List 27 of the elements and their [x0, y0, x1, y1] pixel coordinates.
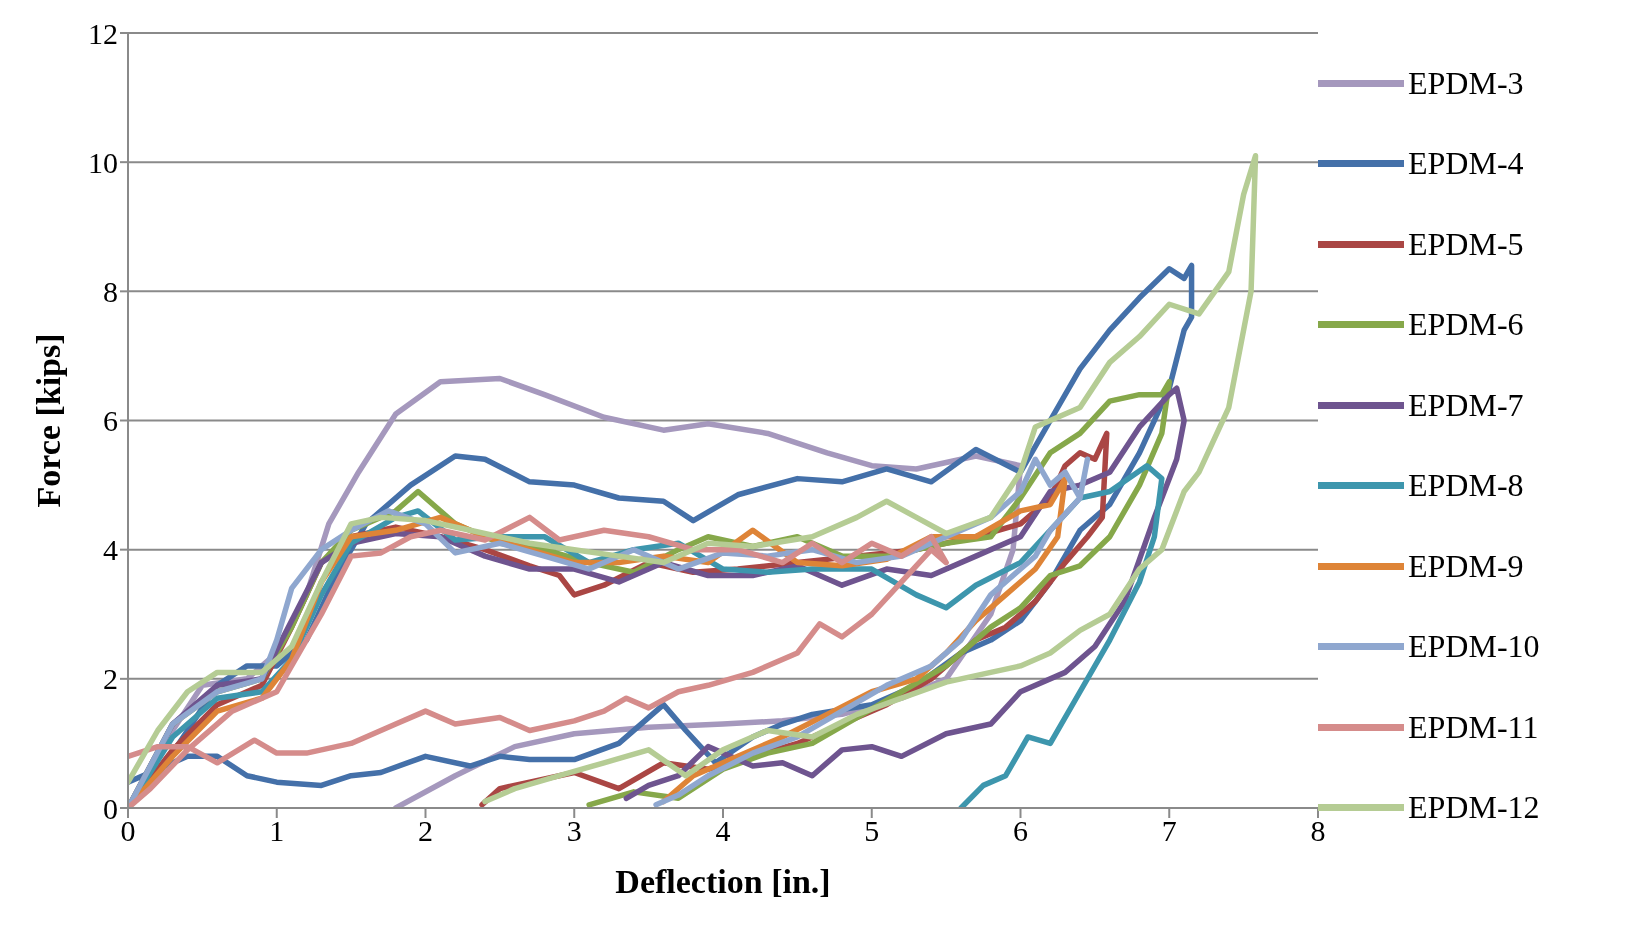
legend-label: EPDM-11	[1408, 708, 1539, 746]
x-tick-label: 7	[1161, 814, 1177, 848]
y-tick-label: 10	[88, 145, 118, 179]
y-tick-label: 4	[103, 533, 118, 567]
y-tick-label: 6	[103, 404, 118, 438]
x-tick-label: 3	[566, 814, 582, 848]
legend-label: EPDM-8	[1408, 467, 1524, 505]
legend-label: EPDM-6	[1408, 306, 1524, 344]
y-tick-label: 12	[88, 16, 118, 50]
y-tick-label: 2	[103, 662, 118, 696]
x-tick-label: 2	[418, 814, 433, 848]
legend-label: EPDM-3	[1408, 64, 1524, 102]
legend-label: EPDM-4	[1408, 145, 1524, 183]
x-axis-title: Deflection [in.]	[615, 863, 831, 900]
x-tick-label: 5	[864, 814, 880, 848]
y-tick-label: 0	[103, 791, 118, 825]
x-tick-label: 6	[1013, 814, 1028, 848]
y-tick-label: 8	[103, 274, 118, 308]
y-axis-title: Force [kips]	[30, 333, 68, 508]
x-tick-label: 8	[1310, 814, 1326, 848]
legend-label: EPDM-12	[1408, 789, 1540, 827]
x-tick-label: 1	[269, 814, 285, 848]
legend-label: EPDM-5	[1408, 225, 1524, 263]
legend-label: EPDM-10	[1408, 628, 1540, 666]
legend-label: EPDM-7	[1408, 386, 1524, 424]
x-tick-label: 4	[715, 814, 731, 848]
legend-label: EPDM-9	[1408, 547, 1524, 585]
